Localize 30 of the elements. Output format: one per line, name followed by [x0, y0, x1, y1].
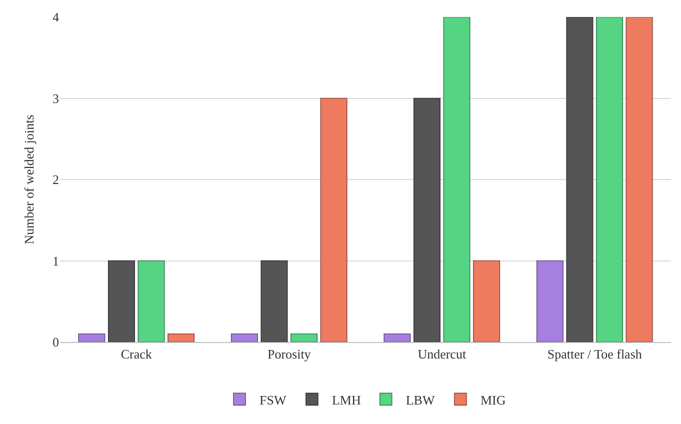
bar: [536, 260, 564, 342]
bar: [78, 333, 106, 342]
y-tick-label: 3: [52, 90, 59, 106]
legend-label: LMH: [332, 392, 361, 408]
bar: [290, 333, 318, 342]
bar: [443, 17, 470, 342]
y-tick-label: 4: [52, 10, 60, 25]
bar: [260, 260, 288, 342]
legend-label: FSW: [260, 392, 287, 408]
y-axis-title: Number of welded joints: [21, 114, 36, 244]
bar: [384, 333, 411, 342]
bar: [413, 98, 440, 342]
x-tick-label: Porosity: [267, 346, 312, 362]
y-tick-label: 2: [52, 172, 59, 188]
bar: [473, 260, 500, 342]
y-tick-label: 0: [52, 334, 59, 350]
y-tick-label: 1: [52, 253, 59, 268]
x-tick-label: Crack: [120, 346, 152, 362]
bar: [626, 17, 653, 342]
bar: [168, 333, 195, 342]
x-tick-label: Spatter / Toe flash: [547, 346, 642, 362]
bar: [596, 17, 624, 342]
legend-label: LBW: [406, 392, 436, 408]
bar: [320, 98, 348, 342]
bar: [566, 17, 594, 342]
bar: [138, 260, 165, 342]
x-tick-label: Undercut: [418, 346, 466, 362]
bar: [230, 333, 258, 342]
legend-label: MIG: [480, 392, 506, 408]
bar: [108, 260, 135, 342]
